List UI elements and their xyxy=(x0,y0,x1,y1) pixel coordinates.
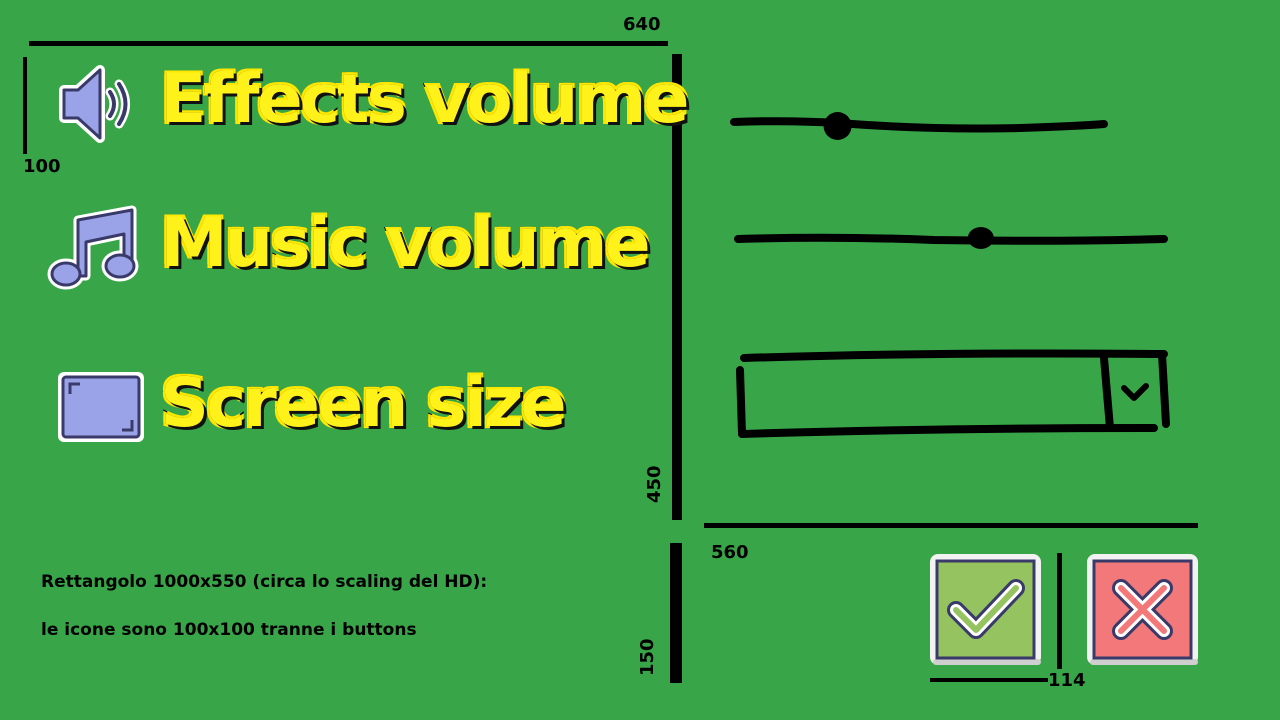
effects-slider-thumb[interactable] xyxy=(823,112,852,140)
dimension-line-panel xyxy=(672,54,682,520)
note-line-2: le icone sono 100x100 tranne i buttons xyxy=(41,620,417,640)
note-line-1: Rettangolo 1000x550 (circa lo scaling de… xyxy=(41,572,488,592)
screen-frame-icon xyxy=(56,370,146,444)
dimension-line-button-vertical xyxy=(1057,553,1062,669)
cross-icon xyxy=(1112,579,1173,640)
confirm-button[interactable] xyxy=(930,554,1041,665)
cancel-button[interactable] xyxy=(1087,554,1198,665)
dimension-label-button: 114 xyxy=(1048,670,1086,691)
music-volume-slider[interactable] xyxy=(734,224,1170,254)
checkmark-icon xyxy=(947,579,1025,639)
chevron-down-icon[interactable] xyxy=(1116,374,1156,414)
music-note-icon xyxy=(46,204,140,292)
dimension-label-footer: 150 xyxy=(637,638,658,676)
dimension-line-button xyxy=(930,678,1048,682)
dimension-label-panel: 450 xyxy=(644,465,665,503)
dimension-line-top xyxy=(29,41,668,46)
music-slider-thumb[interactable] xyxy=(967,227,994,249)
music-volume-label: Music volume xyxy=(158,204,653,283)
effects-volume-label: Effects volume xyxy=(158,60,691,139)
effects-volume-slider[interactable] xyxy=(730,108,1110,144)
dimension-label-row: 100 xyxy=(23,156,61,177)
speaker-icon xyxy=(56,64,140,144)
dimension-line-footer xyxy=(670,543,682,683)
dimension-line-row xyxy=(23,57,27,154)
dimension-label-top: 640 xyxy=(623,14,661,35)
screen-size-label: Screen size xyxy=(158,364,569,443)
dimension-line-controls xyxy=(704,523,1198,528)
screen-size-dropdown[interactable] xyxy=(734,348,1174,442)
dimension-label-controls: 560 xyxy=(711,542,749,563)
